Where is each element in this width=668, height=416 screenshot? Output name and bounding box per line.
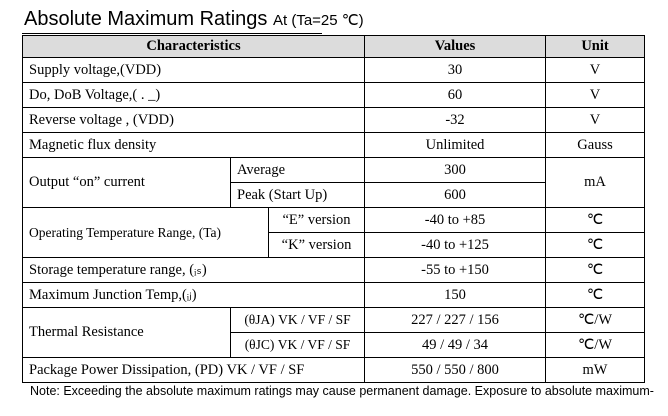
row: Reverse voltage , (VDD) -32 V (21, 107, 646, 133)
cell: 60 (364, 82, 547, 108)
cell: Reverse voltage , (VDD) (21, 107, 366, 133)
cell: -40 to +125 (364, 232, 547, 258)
row: Do, DoB Voltage,( . _) 60 V (21, 82, 646, 108)
cell: 600 (364, 182, 547, 208)
cell: “E” version (267, 207, 366, 233)
note: Note: Exceeding the absolute maximum rat… (30, 384, 654, 398)
cell: -32 (364, 107, 547, 133)
cell: 150 (364, 282, 547, 308)
cell: Maximum Junction Temp,(ᵢⱼ) (21, 282, 366, 308)
cell: “K” version (267, 232, 366, 258)
cell: Do, DoB Voltage,( . _) (21, 82, 366, 108)
row: Maximum Junction Temp,(ᵢⱼ) 150 ℃ (21, 282, 646, 308)
cell: ℃ (545, 282, 646, 308)
header-cell: Unit (545, 35, 646, 58)
cell: (θJC) VK / VF / SF (229, 332, 366, 358)
cell: 30 (364, 57, 547, 83)
row: Operating Temperature Range, (Ta) “E” ver… (22, 207, 646, 258)
cell: Average (229, 157, 366, 183)
row: Supply voltage,(VDD) 30 V (21, 57, 646, 83)
cell: 49 / 49 / 34 (364, 332, 547, 358)
cell: Supply voltage,(VDD) (21, 57, 366, 83)
cell: mA (545, 157, 646, 208)
cell: -40 to +85 (364, 207, 547, 233)
cell: Operating Temperature Range, (Ta) (22, 207, 269, 258)
cell: Output “on” current (22, 157, 231, 208)
cell: Magnetic flux density (21, 132, 366, 158)
cell: (θJA) VK / VF / SF (229, 307, 366, 333)
cell: 550 / 550 / 800 (364, 357, 547, 383)
row: Package Power Dissipation, (PD) VK / VF … (21, 357, 646, 383)
row: Peak (Start Up) 600 (23, 182, 645, 208)
title: Absolute Maximum Ratings At (Ta=25 ℃) (24, 8, 364, 31)
cell: ℃/W (545, 307, 646, 333)
cell: -55 to +150 (364, 257, 547, 283)
header-cell: Values (364, 35, 547, 58)
cell: ℃/W (545, 332, 646, 358)
title-text: Absolute Maximum Ratings (24, 8, 268, 30)
cell: V (545, 57, 646, 83)
row: “K” version -40 to +125 ℃ (23, 232, 646, 258)
cell: V (545, 107, 646, 133)
row: Magnetic flux density Unlimited Gauss (21, 132, 646, 158)
cell: V (545, 82, 646, 108)
ratings-table: Characteristics Values Unit Supply volta… (21, 35, 646, 383)
subtitle: At (Ta=25 ℃) (273, 12, 364, 29)
cell: ℃ (545, 232, 646, 258)
cell: Peak (Start Up) (229, 182, 366, 208)
cell: Storage temperature range, (ᵢₛ) (21, 257, 366, 283)
title-rule (22, 33, 322, 34)
cell: Unlimited (364, 132, 547, 158)
header-cell: Characteristics (21, 35, 366, 58)
cell: Thermal Resistance (22, 307, 231, 358)
cell: 227 / 227 / 156 (364, 307, 547, 333)
cell: ℃ (545, 257, 646, 283)
cell: ℃ (545, 207, 646, 233)
cell: 300 (364, 157, 547, 183)
cell: mW (545, 357, 646, 383)
row: (θJC) VK / VF / SF 49 / 49 / 34 ℃/W (23, 332, 646, 358)
row: Output “on” current Average 300 mA (22, 157, 646, 208)
row: Thermal Resistance (θJA) VK / VF / SF 227 … (22, 307, 646, 358)
cell: Package Power Dissipation, (PD) VK / VF … (21, 357, 366, 383)
cell: Gauss (545, 132, 646, 158)
row: Storage temperature range, (ᵢₛ) -55 to +1… (21, 257, 646, 283)
header-row: Characteristics Values Unit (21, 35, 646, 58)
